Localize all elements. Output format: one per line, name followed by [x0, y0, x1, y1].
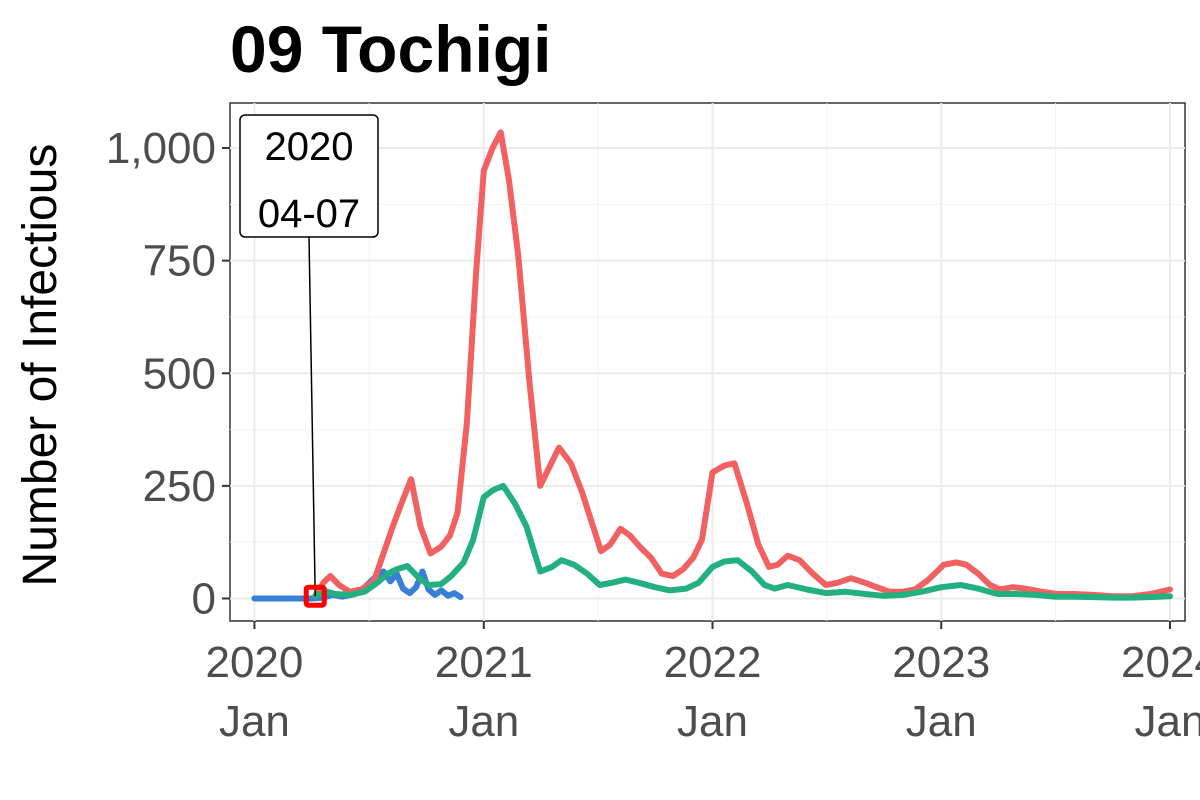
x-axis-ticks: 2020 Jan 2021 Jan 2022 Jan 2023 Jan 2024 Jan — [205, 621, 1200, 746]
annotation-line1: 2020 — [265, 125, 354, 169]
annotation-box — [239, 114, 379, 238]
x-tick-label-month: Jan — [677, 697, 748, 746]
x-tick-label-month: Jan — [448, 697, 519, 746]
annotation: 2020 04-07 — [239, 114, 379, 608]
x-tick-label-month: Jan — [1134, 697, 1200, 746]
y-tick-label: 750 — [143, 237, 216, 286]
y-tick-label: 0 — [192, 574, 216, 623]
y-tick-label: 500 — [143, 349, 216, 398]
y-axis-label: Number of Infectious — [14, 144, 67, 587]
series-line-3 — [312, 482, 1173, 601]
x-tick-label-year: 2022 — [664, 638, 762, 687]
series-line-1 — [251, 568, 464, 602]
y-tick-label: 1,000 — [106, 124, 216, 173]
x-tick-label-month: Jan — [219, 697, 290, 746]
chart-title: 09 Tochigi — [230, 12, 552, 86]
x-tick-label-year: 2021 — [435, 638, 533, 687]
x-tick-label-year: 2023 — [892, 638, 990, 687]
annotation-line2: 04-07 — [258, 192, 360, 236]
annotation-leader-line — [308, 236, 316, 597]
series-lines — [251, 129, 1173, 602]
x-tick-label-year: 2024 — [1121, 638, 1200, 687]
annotation-marker — [303, 584, 327, 608]
x-tick-label-year: 2020 — [205, 638, 303, 687]
y-tick-label: 250 — [143, 462, 216, 511]
x-tick-label-month: Jan — [906, 697, 977, 746]
y-axis-ticks: 0 250 500 750 1,000 — [106, 124, 230, 623]
series-line-2 — [312, 129, 1173, 600]
